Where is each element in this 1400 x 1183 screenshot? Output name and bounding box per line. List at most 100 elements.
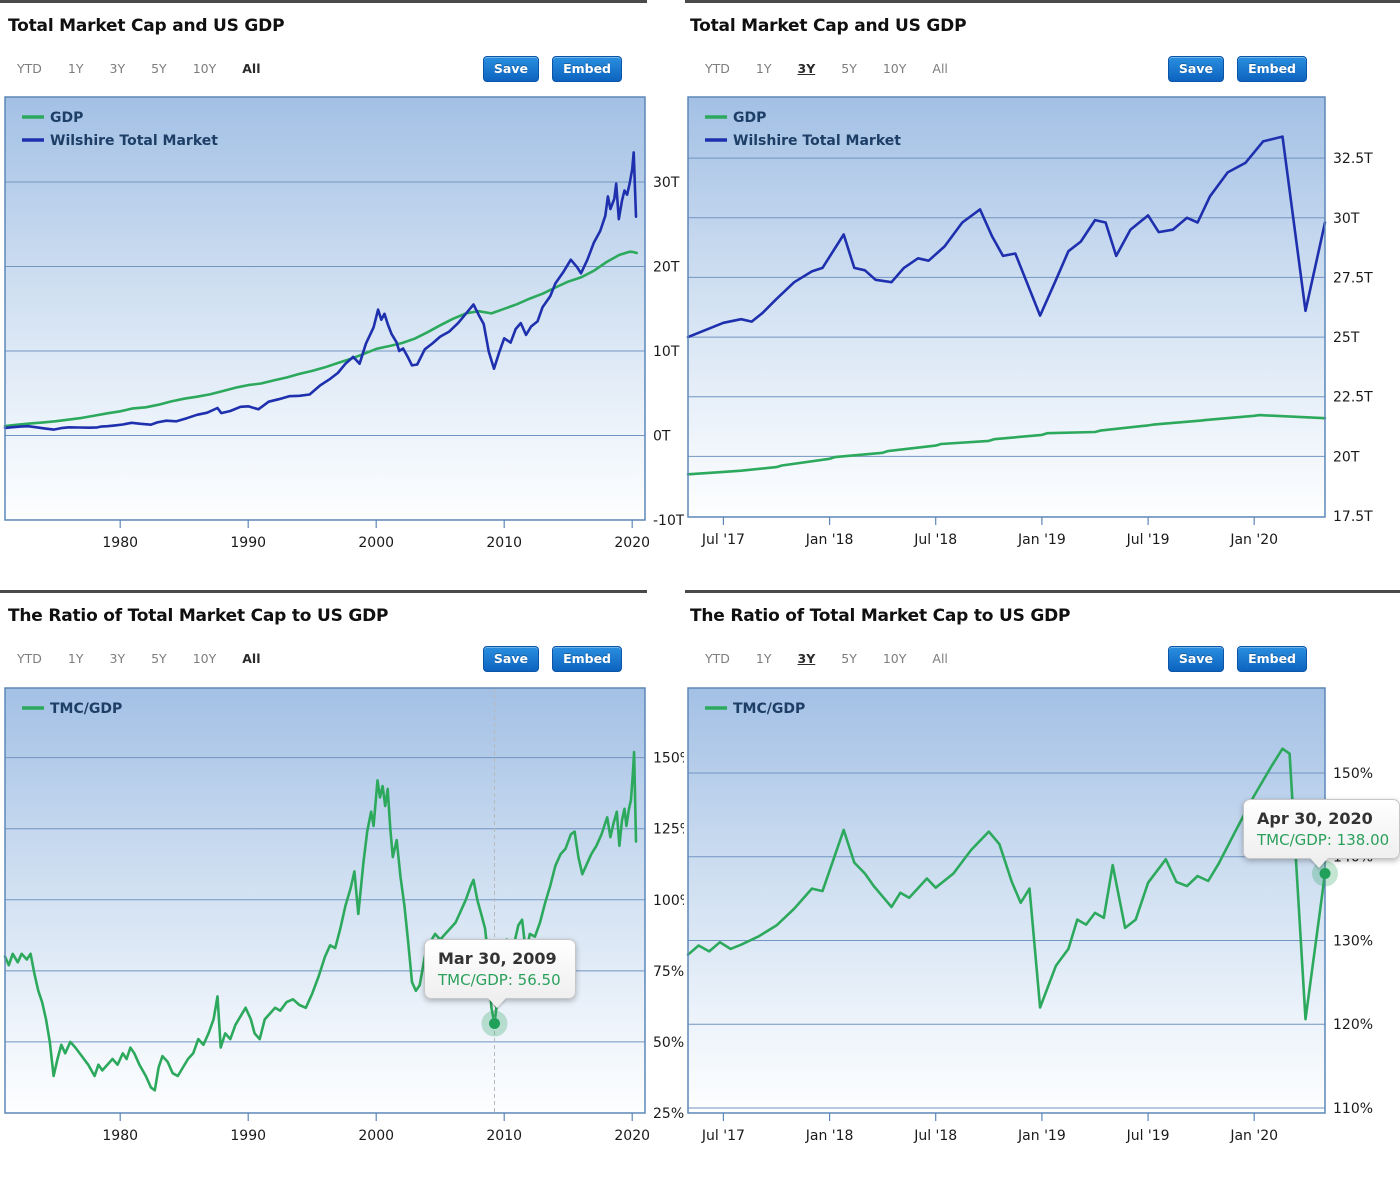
chart-canvas: Jul '17 Jan '18 Jul '18 Jan '19 Jul '19 Jan '… bbox=[686, 96, 1373, 548]
range-tabs: YTD 1Y 3Y 5Y 10Y All bbox=[705, 648, 974, 667]
range-1y[interactable]: 1Y bbox=[755, 651, 772, 666]
legend-label-gdp: GDP bbox=[50, 110, 83, 126]
plot-background[interactable] bbox=[5, 97, 645, 520]
range-10y[interactable]: 10Y bbox=[882, 61, 907, 76]
range-5y[interactable]: 5Y bbox=[841, 61, 857, 76]
y-tick-label: 0T bbox=[653, 429, 671, 445]
x-tick-label: Jul '19 bbox=[1126, 532, 1170, 548]
range-tabs: YTD 1Y 3Y 5Y 10Y All bbox=[17, 58, 286, 77]
chart-area: Jul '17 Jan '18 Jul '18 Jan '19 Jul '19 Jan '… bbox=[685, 95, 1400, 574]
range-5y[interactable]: 5Y bbox=[151, 651, 167, 666]
wilshire-total-market-line bbox=[3, 151, 638, 431]
legend-label-wilshire-total-market: Wilshire Total Market bbox=[733, 133, 901, 149]
y-tick-label: 25% bbox=[653, 1106, 684, 1122]
x-tick-label: 2020 bbox=[614, 1128, 650, 1144]
range-3y[interactable]: 3Y bbox=[109, 61, 126, 76]
plot-background[interactable] bbox=[5, 688, 645, 1113]
y-tick-label: 120% bbox=[1333, 1017, 1373, 1033]
range-1y[interactable]: 1Y bbox=[67, 651, 84, 666]
range-all[interactable]: All bbox=[932, 651, 948, 666]
y-tick-label: 125% bbox=[653, 822, 684, 838]
range-5y[interactable]: 5Y bbox=[151, 61, 167, 76]
range-10y[interactable]: 10Y bbox=[192, 61, 217, 76]
tooltip-pointer bbox=[1310, 858, 1328, 868]
point-marker[interactable] bbox=[1319, 868, 1331, 879]
y-tick-label: 27.5T bbox=[1333, 270, 1373, 286]
range-10y[interactable]: 10Y bbox=[882, 651, 907, 666]
chart-actions: Save Embed bbox=[1160, 56, 1307, 82]
x-tick-label: Jan '20 bbox=[1229, 1128, 1278, 1144]
x-tick-label: Jan '19 bbox=[1017, 1128, 1066, 1144]
range-3y[interactable]: 3Y bbox=[797, 651, 816, 666]
tmc-gdp-line bbox=[3, 750, 638, 1092]
point-marker[interactable] bbox=[489, 1018, 500, 1029]
plot-border bbox=[4, 96, 646, 521]
panel-top-rule bbox=[0, 590, 647, 593]
x-tick-label: Jan '18 bbox=[805, 532, 854, 548]
y-tick-label: 20T bbox=[653, 260, 680, 276]
y-tick-label: 30T bbox=[653, 175, 680, 191]
range-ytd[interactable]: YTD bbox=[17, 651, 42, 666]
chart-area: Jul '17 Jan '18 Jul '18 Jan '19 Jul '19 Jan '… bbox=[685, 685, 1400, 1183]
embed-button[interactable]: Embed bbox=[1237, 56, 1307, 82]
y-tick-label: 22.5T bbox=[1333, 390, 1373, 406]
tooltip: Mar 30, 2009 TMC/GDP: 56.50 bbox=[424, 939, 576, 1008]
x-tick-label: 1990 bbox=[230, 1128, 266, 1144]
plot-background[interactable] bbox=[688, 688, 1325, 1113]
y-tick-label: 75% bbox=[653, 964, 684, 980]
chart-area: 1980 1990 2000 2010 2020 150% 125% 100% 75% 50% 25… bbox=[0, 685, 693, 1183]
range-10y[interactable]: 10Y bbox=[192, 651, 217, 666]
range-ytd[interactable]: YTD bbox=[705, 651, 730, 666]
x-tick-label: Jul '17 bbox=[701, 532, 745, 548]
x-tick-label: 1990 bbox=[230, 535, 266, 551]
range-1y[interactable]: 1Y bbox=[755, 61, 772, 76]
save-button[interactable]: Save bbox=[482, 56, 539, 82]
save-button[interactable]: Save bbox=[482, 646, 539, 672]
y-tick-label: 25T bbox=[1333, 330, 1360, 346]
legend-label-tmc-gdp: TMC/GDP bbox=[733, 701, 805, 717]
y-tick-label: 10T bbox=[653, 344, 680, 360]
embed-button[interactable]: Embed bbox=[552, 646, 622, 672]
x-tick-label: 1980 bbox=[102, 535, 138, 551]
range-all[interactable]: All bbox=[932, 61, 948, 76]
plot-border bbox=[687, 96, 1326, 518]
range-3y[interactable]: 3Y bbox=[109, 651, 126, 666]
chart-panel-ratio-3y: The Ratio of Total Market Cap to US GDP … bbox=[685, 590, 1400, 1179]
range-5y[interactable]: 5Y bbox=[841, 651, 857, 666]
panel-top-rule bbox=[0, 0, 647, 3]
gdp-line bbox=[686, 413, 1327, 476]
x-tick-label: 2010 bbox=[486, 1128, 522, 1144]
gdp-line bbox=[3, 250, 639, 428]
x-tick-label: Jul '18 bbox=[913, 532, 957, 548]
legend-label-tmc-gdp: TMC/GDP bbox=[50, 701, 122, 717]
y-tick-label: 50% bbox=[653, 1035, 684, 1051]
range-tabs: YTD 1Y 3Y 5Y 10Y All bbox=[17, 648, 286, 667]
tooltip: Apr 30, 2020 TMC/GDP: 138.00 bbox=[1243, 799, 1400, 868]
chart-title: Total Market Cap and US GDP bbox=[690, 16, 967, 36]
panel-top-rule bbox=[685, 0, 1400, 3]
y-tick-label: 150% bbox=[1333, 766, 1373, 782]
chart-canvas: 1980 1990 2000 2010 2020 150% 125% 100% 75% 50% 25… bbox=[3, 687, 693, 1144]
plot-background[interactable] bbox=[688, 97, 1325, 517]
chart-actions: Save Embed bbox=[1160, 646, 1307, 672]
range-1y[interactable]: 1Y bbox=[67, 61, 84, 76]
embed-button[interactable]: Embed bbox=[552, 56, 622, 82]
range-all[interactable]: All bbox=[242, 651, 261, 666]
range-3y[interactable]: 3Y bbox=[797, 61, 816, 76]
save-button[interactable]: Save bbox=[1167, 56, 1224, 82]
range-ytd[interactable]: YTD bbox=[17, 61, 42, 76]
range-ytd[interactable]: YTD bbox=[705, 61, 730, 76]
range-all[interactable]: All bbox=[242, 61, 261, 76]
chart-canvas: Jul '17 Jan '18 Jul '18 Jan '19 Jul '19 Jan '… bbox=[686, 687, 1373, 1144]
embed-button[interactable]: Embed bbox=[1237, 646, 1307, 672]
save-button[interactable]: Save bbox=[1167, 646, 1224, 672]
chart-area: 1980 1990 2000 2010 2020 30T 20T 10T 0T -10T GDP Wi… bbox=[0, 95, 685, 574]
chart-title: The Ratio of Total Market Cap to US GDP bbox=[690, 606, 1071, 626]
tooltip-value: TMC/GDP: 56.50 bbox=[438, 971, 561, 989]
x-tick-label: 2010 bbox=[486, 535, 522, 551]
plot-border bbox=[4, 687, 646, 1114]
x-tick-label: Jul '19 bbox=[1126, 1128, 1170, 1144]
y-tick-label: -10T bbox=[653, 513, 684, 529]
x-tick-label: Jul '18 bbox=[913, 1128, 957, 1144]
tooltip-pointer bbox=[488, 998, 506, 1008]
